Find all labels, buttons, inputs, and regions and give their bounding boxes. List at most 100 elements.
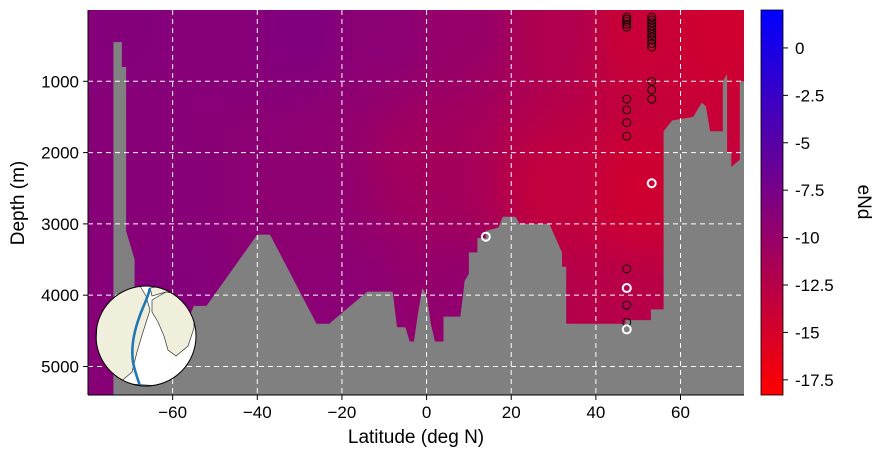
field-cell [448,192,457,200]
field-cell [272,234,281,242]
field-cell [136,234,145,242]
field-cell [104,136,113,144]
field-cell [296,227,305,235]
field-cell [640,269,649,277]
field-cell [160,199,169,207]
field-cell [568,80,577,88]
field-cell [480,80,489,88]
field-cell [240,234,249,242]
field-cell [688,38,697,46]
field-cell [408,108,417,116]
field-cell [392,80,401,88]
field-cell [440,157,449,165]
field-cell [96,31,105,39]
field-cell [472,17,481,25]
field-cell [104,241,113,249]
field-cell [536,52,545,60]
field-cell [416,248,425,256]
field-cell [208,185,217,193]
field-cell [104,122,113,130]
field-cell [640,87,649,95]
field-cell [408,199,417,207]
field-cell [600,192,609,200]
field-cell [480,45,489,53]
field-cell [152,185,161,193]
field-cell [88,122,97,130]
field-cell [376,185,385,193]
field-cell [640,255,649,263]
field-cell [152,192,161,200]
field-cell [216,241,225,249]
field-cell [448,108,457,116]
field-cell [608,94,617,102]
field-cell [192,101,201,109]
field-cell [680,59,689,67]
field-cell [304,276,313,284]
field-cell [152,45,161,53]
field-cell [552,150,561,158]
field-cell [256,38,265,46]
field-cell [104,227,113,235]
field-cell [408,150,417,158]
field-cell [632,10,641,18]
field-cell [696,31,705,39]
field-cell [168,66,177,74]
field-cell [312,192,321,200]
field-cell [456,164,465,172]
field-cell [616,150,625,158]
field-cell [160,24,169,32]
field-cell [424,59,433,67]
field-cell [160,87,169,95]
field-cell [288,115,297,123]
field-cell [480,38,489,46]
field-cell [736,38,744,46]
field-cell [464,136,473,144]
field-cell [400,45,409,53]
field-cell [256,45,265,53]
field-cell [104,213,113,221]
field-cell [480,164,489,172]
field-cell [656,38,665,46]
field-cell [600,318,609,326]
field-cell [216,178,225,186]
field-cell [392,10,401,18]
field-cell [184,276,193,284]
field-cell [200,255,209,263]
field-cell [352,227,361,235]
field-cell [440,171,449,179]
field-cell [512,143,521,151]
field-cell [424,199,433,207]
field-cell [408,17,417,25]
field-cell [536,38,545,46]
field-cell [96,367,105,375]
field-cell [168,94,177,102]
field-cell [640,143,649,151]
field-cell [192,276,201,284]
field-cell [552,66,561,74]
field-cell [200,122,209,130]
field-cell [184,87,193,95]
field-cell [328,227,337,235]
field-cell [264,17,273,25]
field-cell [520,178,529,186]
field-cell [256,143,265,151]
field-cell [240,241,249,249]
field-cell [424,150,433,158]
field-cell [216,59,225,67]
field-cell [440,87,449,95]
field-cell [264,38,273,46]
field-cell [344,241,353,249]
field-cell [200,171,209,179]
field-cell [424,108,433,116]
field-cell [608,311,617,319]
field-cell [736,52,744,60]
field-cell [248,10,257,18]
field-cell [432,318,441,326]
field-cell [272,206,281,214]
field-cell [704,38,713,46]
field-cell [608,206,617,214]
field-cell [168,87,177,95]
field-cell [232,150,241,158]
field-cell [88,150,97,158]
field-cell [304,283,313,291]
